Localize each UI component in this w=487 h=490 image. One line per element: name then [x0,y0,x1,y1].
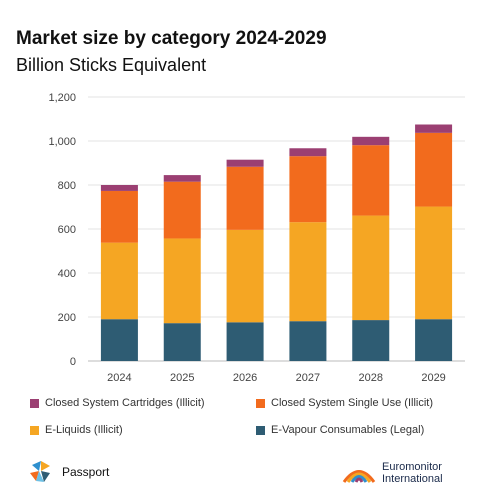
y-tick-label: 800 [58,180,76,192]
passport-logo: Passport [28,461,109,483]
chart-subtitle: Billion Sticks Equivalent [16,55,207,75]
euromonitor-logo-line2: International [382,473,443,485]
x-tick-label: 2026 [233,372,257,384]
legend-item-e-vapour: E-Vapour Consumables (Legal) [256,424,424,436]
euromonitor-logo-line1: Euromonitor [382,461,442,473]
legend-label-e-vapour: E-Vapour Consumables (Legal) [271,424,425,436]
bar-segment [226,166,264,230]
bar-segment [226,229,264,323]
bar-segment [289,148,327,157]
bar-segment [100,185,138,191]
bar-segment [289,321,327,361]
bar-segment [100,190,138,243]
euromonitor-logo-icon [342,470,376,483]
legend-swatch-e-liquids [30,425,39,435]
bar-segment [163,238,201,324]
legend-item-cartridges: Closed System Cartridges (Illicit) [30,397,205,409]
bar-segment [100,319,138,361]
bar-segment [415,319,453,361]
legend-item-single-use: Closed System Single Use (Illicit) [256,397,433,409]
x-tick-label: 2028 [359,372,383,384]
y-tick-label: 400 [58,268,76,280]
bar-segment [100,242,138,320]
bar-segment [415,132,453,207]
chart-title: Market size by category 2024-2029 [16,28,327,49]
y-tick-label: 200 [58,312,76,324]
legend-label-single-use: Closed System Single Use (Illicit) [271,397,433,409]
y-tick-label: 1,000 [48,136,76,148]
x-tick-label: 2025 [170,372,194,384]
y-tick-label: 600 [58,224,76,236]
bar-segment [163,181,201,239]
bar-segment [226,322,264,361]
bar-segment [289,156,327,223]
passport-logo-text: Passport [62,465,110,479]
bar-segment [289,222,327,322]
bar-segment [352,320,390,361]
euromonitor-logo: Euromonitor International [342,461,443,485]
y-tick-label: 1,200 [48,92,76,104]
bar-segment [352,145,390,216]
legend-item-e-liquids: E-Liquids (Illicit) [30,424,123,436]
x-tick-label: 2029 [421,372,445,384]
legend-swatch-cartridges [30,398,39,408]
y-tick-label: 0 [70,356,76,368]
bar-segment [415,124,453,133]
legend-label-e-liquids: E-Liquids (Illicit) [45,424,123,436]
bar-segment [226,159,264,167]
x-tick-label: 2027 [296,372,320,384]
bar-segment [415,206,453,320]
x-tick-label: 2024 [107,372,131,384]
passport-logo-icon [30,461,50,482]
bar-segment [163,323,201,361]
bar-segment [352,136,390,146]
market-size-chart: 0 200 400 600 800 1,000 1,200 2024 2025 2026 2027 2… [48,92,465,384]
legend-swatch-e-vapour [256,425,265,435]
bar-segment [163,175,201,182]
legend-label-cartridges: Closed System Cartridges (Illicit) [45,397,205,409]
bar-segment [352,215,390,321]
legend-swatch-single-use [256,398,265,408]
